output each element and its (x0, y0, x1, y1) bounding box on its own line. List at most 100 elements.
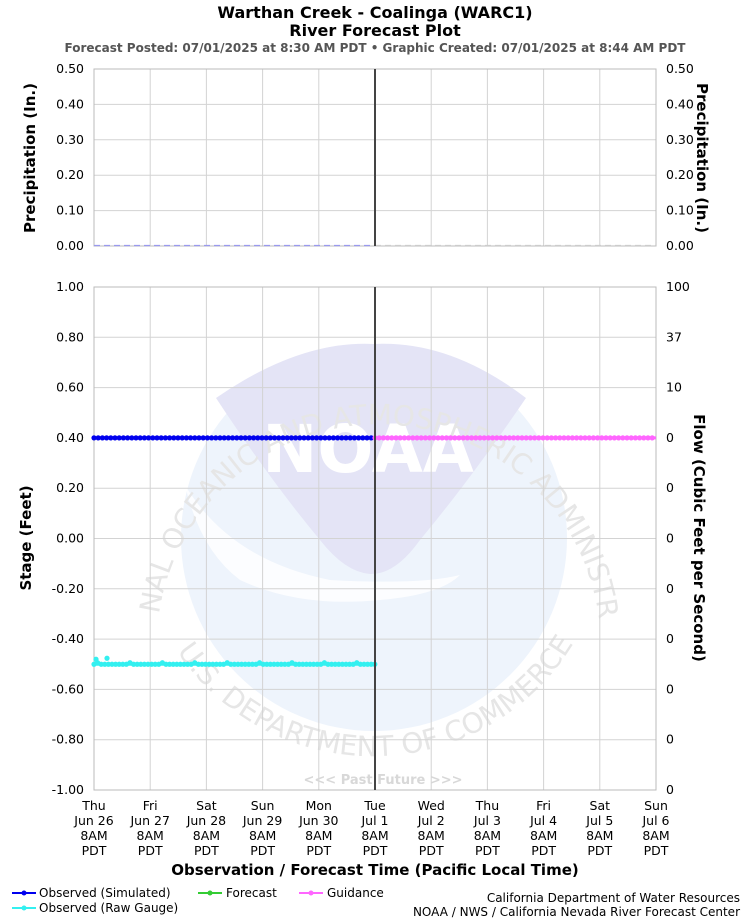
series-point-1 (102, 661, 108, 667)
series-point-0 (280, 435, 286, 441)
series-point-1 (93, 656, 99, 662)
flow-tick: 0 (666, 782, 674, 797)
legend-item-guidance: Guidance (299, 886, 384, 900)
series-point-0 (322, 435, 328, 441)
precip-left-tick: 0.50 (56, 61, 84, 76)
precipitation-panel: 0.00 0.00 0.10 0.10 0.20 0.20 0.30 0.30 0.40 0.40… (56, 61, 694, 253)
x-tick-label: PDT (306, 843, 331, 858)
flow-tick: 0 (666, 681, 674, 696)
series-point-1 (174, 661, 180, 667)
x-tick-label: Jul 6 (641, 813, 669, 828)
series-point-1 (138, 661, 144, 667)
series-point-1 (246, 661, 252, 667)
series-point-3 (380, 435, 386, 441)
series-point-0 (230, 435, 236, 441)
series-point-3 (649, 435, 655, 441)
series-point-0 (272, 435, 278, 441)
series-point-3 (574, 435, 580, 441)
x-tick-label: PDT (531, 843, 556, 858)
x-tick-label: Tue (363, 798, 386, 813)
noaa-logo-text: NOAA (262, 411, 474, 488)
series-point-1 (177, 661, 183, 667)
series-point-0 (330, 435, 336, 441)
series-point-0 (204, 435, 210, 441)
x-tick-label: Jun 30 (298, 813, 338, 828)
precip-left-tick: 0.30 (56, 132, 84, 147)
series-point-0 (238, 435, 244, 441)
flow-tick: 0 (666, 480, 674, 495)
series-point-0 (104, 435, 110, 441)
series-point-3 (464, 435, 470, 441)
series-point-3 (578, 435, 584, 441)
x-tick-label: PDT (475, 843, 500, 858)
series-point-1 (339, 661, 345, 667)
series-point-0 (335, 435, 341, 441)
series-point-1 (282, 661, 288, 667)
x-tick-label: Sat (196, 798, 217, 813)
series-point-1 (181, 661, 187, 667)
series-point-3 (460, 435, 466, 441)
x-tick-label: PDT (363, 843, 388, 858)
series-point-0 (356, 435, 362, 441)
series-point-3 (527, 435, 534, 441)
series-point-0 (175, 435, 181, 441)
series-point-3 (553, 435, 559, 441)
stage-tick: -0.80 (52, 732, 84, 747)
series-point-3 (565, 435, 571, 441)
series-point-0 (263, 435, 269, 441)
legend-marker-forecast (207, 890, 213, 896)
chart-subtitle: River Forecast Plot (289, 21, 461, 40)
series-point-0 (297, 435, 303, 441)
legend-marker-guidance (308, 890, 314, 896)
legend-item-observed-raw: Observed (Raw Gauge) (12, 901, 178, 915)
series-point-3 (418, 435, 424, 441)
series-point-1 (357, 661, 363, 667)
series-point-0 (188, 435, 194, 441)
series-point-1 (368, 661, 374, 667)
series-point-0 (95, 435, 101, 441)
series-point-1 (231, 661, 237, 667)
series-point-1 (293, 661, 299, 667)
stage-axis-title: Stage (Feet) (17, 485, 35, 590)
series-point-0 (255, 435, 261, 441)
series-point-3 (611, 435, 618, 441)
x-tick-label: Jun 27 (129, 813, 169, 828)
series-point-0 (209, 435, 215, 441)
series-point-3 (569, 435, 576, 441)
series-point-1 (365, 661, 371, 667)
series-point-0 (192, 435, 198, 441)
stage-tick: 0.00 (56, 531, 84, 546)
series-point-3 (448, 435, 454, 441)
series-point-1 (105, 661, 111, 667)
series-point-0 (234, 435, 240, 441)
series-point-0 (347, 435, 353, 441)
series-point-3 (536, 435, 542, 441)
series-point-1 (109, 661, 115, 667)
series-point-3 (557, 435, 563, 441)
series-point-3 (385, 435, 391, 441)
legend: Observed (Simulated) Observed (Raw Gauge… (12, 886, 384, 915)
series-point-3 (603, 435, 609, 441)
series-point-1 (278, 661, 284, 667)
legend-item-observed-simulated: Observed (Simulated) (12, 886, 171, 900)
series-point-0 (99, 435, 105, 441)
series-point-1 (307, 661, 313, 667)
series-point-1 (213, 661, 219, 667)
series-point-1 (228, 661, 234, 667)
series-point-0 (314, 435, 320, 441)
stage-tick: 0.60 (56, 380, 84, 395)
series-point-3 (632, 435, 639, 441)
series-point-3 (406, 435, 412, 441)
series-point-1 (347, 661, 353, 667)
series-point-1 (98, 661, 104, 667)
flow-tick: 0 (666, 631, 674, 646)
x-tick-label: Wed (418, 798, 445, 813)
series-point-1 (210, 661, 216, 667)
series-point-0 (120, 435, 126, 441)
flow-tick: 37 (666, 329, 682, 344)
credit-line-2: NOAA / NWS / California Nevada River For… (413, 905, 740, 919)
stage-tick: 0.80 (56, 329, 84, 344)
flow-tick: 0 (666, 581, 674, 596)
series-point-0 (171, 435, 177, 441)
